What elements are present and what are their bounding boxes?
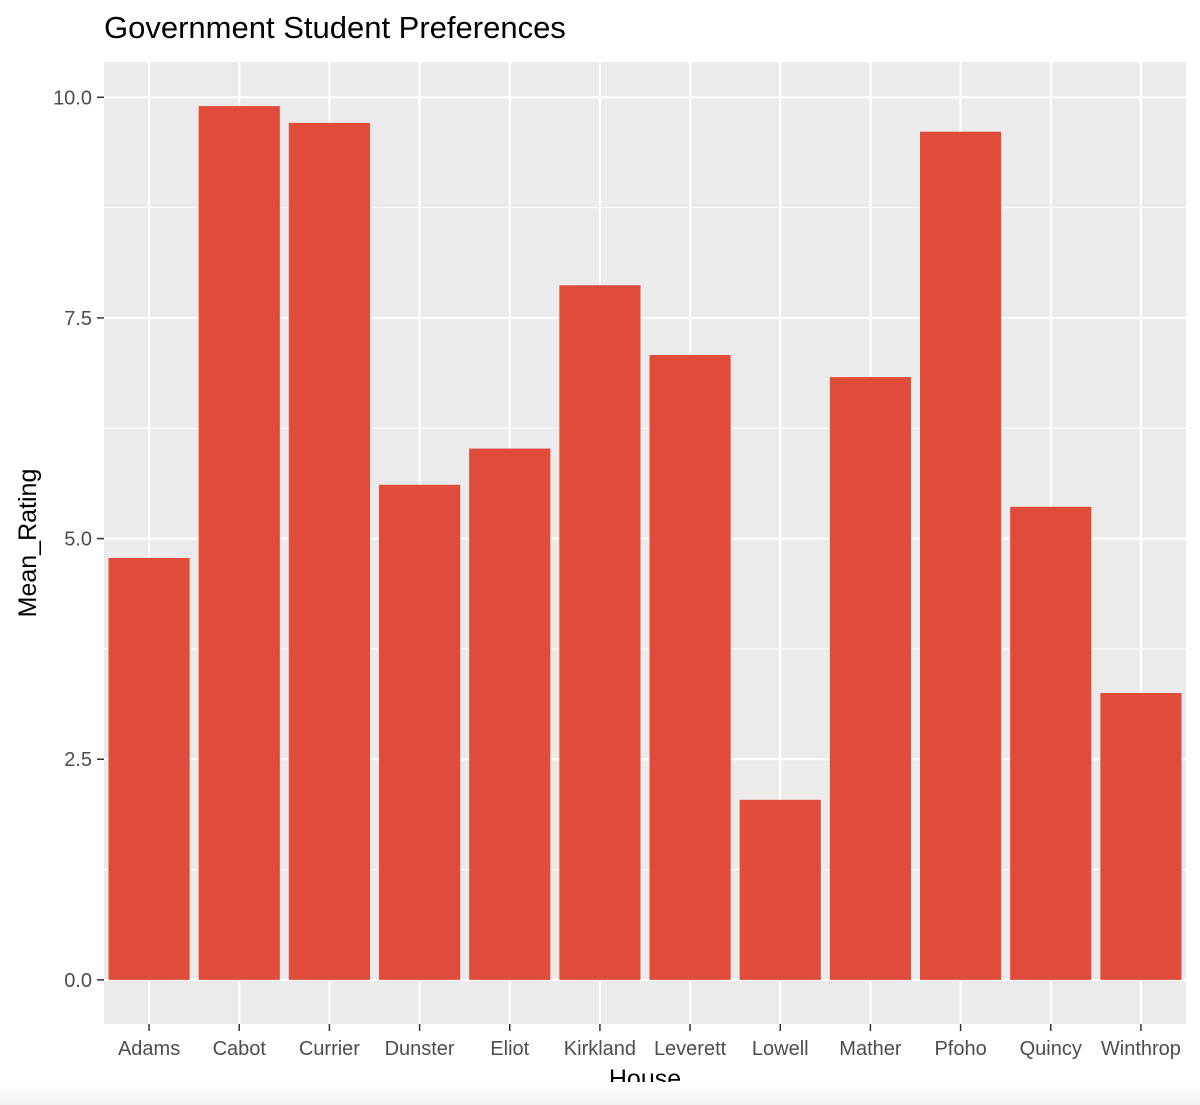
x-tick-label: Pfoho: [934, 1038, 986, 1060]
bar-currier: [288, 122, 370, 980]
x-tick-label: Leverett: [654, 1038, 727, 1060]
x-tick-label: Winthrop: [1101, 1038, 1181, 1060]
plot-panel: [104, 62, 1186, 1024]
bar-dunster: [379, 484, 461, 980]
x-tick-label: Adams: [118, 1038, 180, 1060]
y-tick-label: 2.5: [64, 749, 92, 771]
y-tick-label: 0.0: [64, 970, 92, 992]
x-tick-label: Dunster: [385, 1038, 455, 1060]
x-tick-label: Quincy: [1020, 1038, 1082, 1060]
bar-mather: [829, 377, 911, 980]
x-tick-label: Eliot: [490, 1038, 529, 1060]
bar-adams: [108, 558, 190, 980]
bar-pfoho: [920, 131, 1002, 980]
chart-title: Government Student Preferences: [104, 10, 566, 45]
bar-quincy: [1010, 506, 1092, 980]
x-axis: Adams Cabot Currier Dunster Eliot Kirkland Lev…: [118, 1024, 1181, 1060]
x-tick-label: Currier: [299, 1038, 360, 1060]
y-tick-label: 7.5: [64, 308, 92, 330]
bar-leverett: [649, 355, 731, 980]
x-tick-label: Lowell: [752, 1038, 809, 1060]
bar-eliot: [469, 448, 551, 980]
y-tick-label: 5.0: [64, 529, 92, 551]
bar-winthrop: [1100, 693, 1182, 980]
y-axis-title: Mean_Rating: [14, 469, 42, 618]
bar-kirkland: [559, 285, 641, 980]
bar-cabot: [198, 106, 280, 980]
y-axis: 0.0 2.5 5.0 7.5 10.0: [53, 87, 104, 992]
x-tick-label: Cabot: [213, 1038, 267, 1060]
bar-lowell: [739, 799, 821, 980]
bottom-edge: [0, 1082, 1200, 1105]
y-tick-label: 10.0: [53, 87, 92, 109]
x-tick-label: Kirkland: [564, 1038, 636, 1060]
bars: [108, 106, 1182, 980]
x-tick-label: Mather: [839, 1038, 902, 1060]
